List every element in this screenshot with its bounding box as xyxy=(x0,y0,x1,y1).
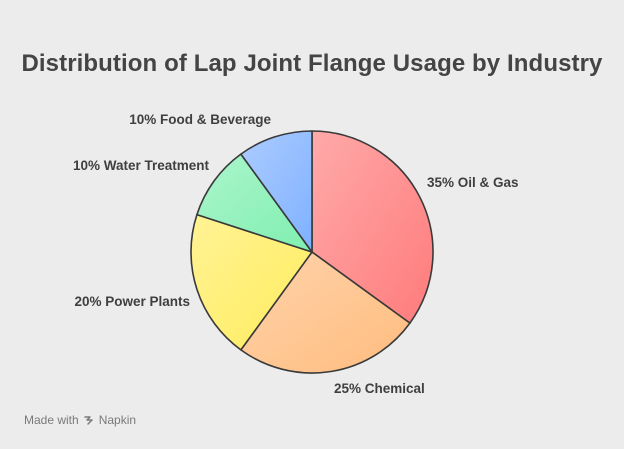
pie-slice-power-plants xyxy=(190,213,313,351)
pie-slice-chemical xyxy=(240,251,411,374)
made-with-text: Made with xyxy=(24,413,79,427)
brand-name: Napkin xyxy=(98,413,137,427)
slice-label-water-treatment: 10% Water Treatment xyxy=(73,158,210,173)
chart-title: Distribution of Lap Joint Flange Usage b… xyxy=(21,50,603,77)
pie-slice-oil-gas xyxy=(311,130,434,324)
slice-label-chemical: 25% Chemical xyxy=(334,381,425,396)
slice-label-food-beverage: 10% Food & Beverage xyxy=(129,112,271,127)
pie-slice-food-beverage xyxy=(240,130,313,253)
pie-labels: 35% Oil & Gas 25% Chemical 20% Power Plant… xyxy=(73,112,519,396)
slice-label-oil-gas: 35% Oil & Gas xyxy=(427,175,519,190)
footer: Made with Napkin xyxy=(24,413,136,427)
napkin-logo-icon xyxy=(83,416,93,425)
pie-slices xyxy=(190,130,434,374)
slice-label-power-plants: 20% Power Plants xyxy=(74,294,190,309)
pie-slice-water-treatment xyxy=(196,153,313,253)
